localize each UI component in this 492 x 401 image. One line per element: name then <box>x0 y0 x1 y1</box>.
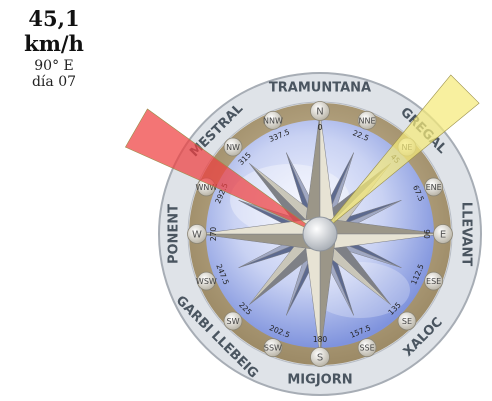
compass-point-w: W <box>187 224 207 244</box>
star-ray-cardinal <box>319 217 443 251</box>
degree-label: 180 <box>313 335 328 344</box>
svg-text:NW: NW <box>226 143 240 152</box>
wind-name-tramuntana: TRAMUNTANA <box>269 81 371 96</box>
wind-pointer-red <box>124 108 321 235</box>
compass-point-nw: NW <box>223 137 243 157</box>
degree-label: 90 <box>422 229 431 239</box>
compass-point-ssw: SSW <box>263 338 283 358</box>
svg-text:SW: SW <box>227 317 240 326</box>
degree-label: 0 <box>318 123 323 132</box>
wind-direction: 90° E <box>34 58 74 74</box>
wind-readout: 45,1 km/h 90° E día 07 <box>0 6 108 90</box>
wind-name-llevant: LLEVANT <box>459 202 474 267</box>
svg-text:W: W <box>192 230 202 241</box>
compass-point-sw: SW <box>223 311 243 331</box>
compass-point-sse: SSE <box>357 338 377 358</box>
svg-text:WSW: WSW <box>196 277 217 286</box>
compass-point-nnw: NNW <box>263 110 283 130</box>
compass-point-ene: ENE <box>424 177 444 197</box>
svg-text:E: E <box>440 230 446 241</box>
wind-name-migjorn: MIGJORN <box>287 373 352 388</box>
star-ray-cardinal <box>197 217 321 251</box>
wind-name-ponent: PONENT <box>167 204 182 264</box>
compass-point-wsw: WSW <box>196 271 217 291</box>
compass-point-ese: ESE <box>424 271 444 291</box>
svg-text:SSE: SSE <box>359 344 374 353</box>
compass-point-se: SE <box>397 311 417 331</box>
svg-text:NNE: NNE <box>359 116 376 125</box>
compass-point-s: S <box>310 347 330 367</box>
svg-text:NNW: NNW <box>263 116 283 125</box>
svg-text:N: N <box>316 107 323 118</box>
svg-text:WNW: WNW <box>195 183 217 192</box>
star-ray-cardinal <box>303 111 337 235</box>
svg-text:SSW: SSW <box>264 344 282 353</box>
compass-point-nne: NNE <box>357 110 377 130</box>
compass-hub <box>302 216 338 252</box>
wind-speed: 45,1 km/h <box>24 6 84 56</box>
svg-text:ESE: ESE <box>426 277 441 286</box>
svg-text:S: S <box>317 353 323 364</box>
day-label: día 07 <box>31 74 77 90</box>
svg-text:ENE: ENE <box>426 183 442 192</box>
svg-text:SE: SE <box>402 317 412 326</box>
compass-point-n: N <box>310 101 330 121</box>
compass-point-e: E <box>433 224 453 244</box>
degree-label: 270 <box>209 227 218 242</box>
wind-pointer-yellow <box>319 74 480 235</box>
